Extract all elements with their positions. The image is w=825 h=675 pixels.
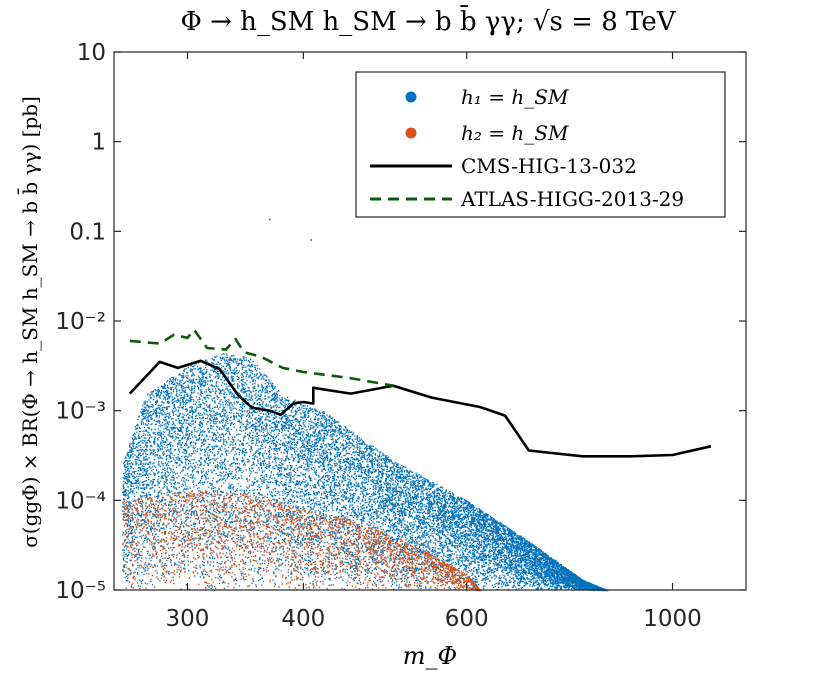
series-2-points <box>122 490 482 592</box>
legend-marker-h2 <box>405 127 417 139</box>
y-tick-label: 10⁻⁵ <box>55 578 106 604</box>
legend-marker-h1 <box>405 91 417 103</box>
legend-label-atlas: ATLAS-HIGG-2013-29 <box>460 187 684 211</box>
x-tick-label: 1000 <box>643 606 702 632</box>
limit-lines <box>128 328 712 458</box>
series-1-points <box>122 218 609 592</box>
y-tick-label: 10⁻³ <box>55 399 106 425</box>
series-2-scatter-cloud <box>122 490 482 592</box>
series-3-line <box>128 359 712 458</box>
series-4-line <box>129 328 394 387</box>
y-tick-label: 0.1 <box>69 219 106 245</box>
scatter-outlier-point <box>268 218 271 221</box>
x-tick-label: 300 <box>166 606 210 632</box>
legend-label-h2: h₂ = h_SM <box>461 121 569 145</box>
chart-title: Φ → h_SM h_SM → b b̄ γγ; √s = 8 TeV <box>180 4 676 37</box>
y-tick-label: 10⁻⁴ <box>55 488 106 514</box>
scatter-points <box>122 218 609 592</box>
y-tick-label: 10 <box>77 40 106 66</box>
legend-label-h1: h₁ = h_SM <box>461 85 569 109</box>
legend: h₁ = h_SM h₂ = h_SM CMS-HIG-13-032 ATLAS… <box>355 71 726 218</box>
x-tick-label: 400 <box>281 606 325 632</box>
axis-ticks: 300 400 600 1000 10⁻⁵ 10⁻⁴ 10⁻³ 10⁻² 0.1 1 10 <box>55 40 746 632</box>
scatter-outlier-point <box>310 239 313 241</box>
legend-label-cms: CMS-HIG-13-032 <box>461 154 637 178</box>
y-tick-label: 1 <box>91 130 106 156</box>
legend-box <box>355 71 726 218</box>
x-tick-label: 600 <box>445 606 489 632</box>
x-axis-label: m_Φ <box>403 642 457 670</box>
series-1-scatter-cloud <box>122 353 609 592</box>
y-tick-label: 10⁻² <box>55 309 106 335</box>
y-axis-label: σ(ggΦ) × BR(Φ → h_SM h_SM → b b̄ γγ) [pb… <box>17 96 42 548</box>
